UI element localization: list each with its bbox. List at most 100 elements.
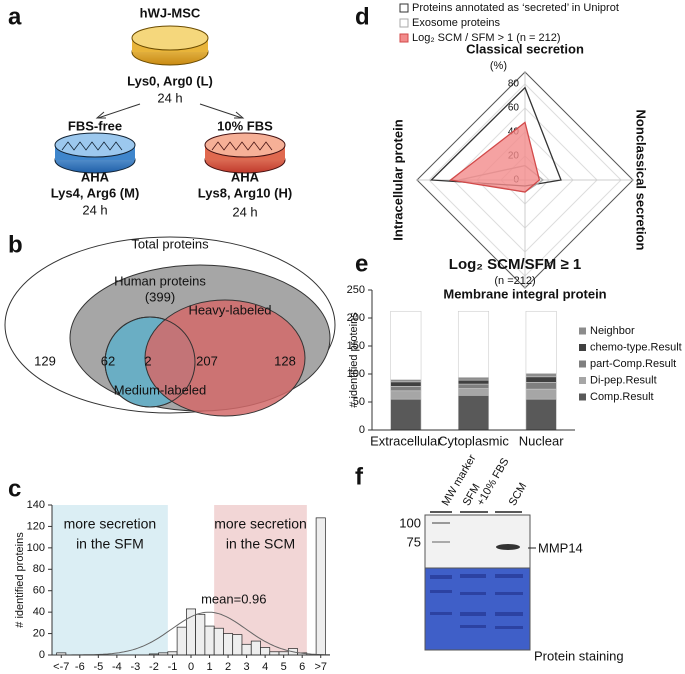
- x-tick-label: Extracellular: [370, 433, 442, 448]
- bar-segment: [457, 383, 490, 389]
- legend-label: Comp.Result: [590, 391, 654, 403]
- bar-segment: [390, 398, 422, 431]
- condition: FBS-free: [68, 118, 122, 133]
- legend-label: chemo-type.Result: [590, 341, 682, 353]
- legend-swatch: [579, 344, 586, 351]
- venn-label: Medium-labeled: [114, 382, 207, 397]
- x-tick-label: 5: [281, 661, 287, 673]
- x-tick-label: 3: [244, 661, 250, 673]
- venn-label: Total proteins: [131, 236, 209, 251]
- region-label: more secretion: [214, 516, 307, 532]
- treatment: AHA: [81, 169, 110, 184]
- y-tick-label: 200: [347, 312, 365, 324]
- fit-label: mean=0.96: [201, 592, 266, 607]
- axis-label: Classical secretion: [466, 41, 584, 56]
- y-tick-label: 140: [27, 499, 45, 511]
- legend-label: Neighbor: [590, 325, 635, 337]
- bar: [232, 634, 243, 656]
- venn-count: 2: [144, 353, 151, 368]
- bar: [241, 643, 252, 656]
- bar: [176, 626, 187, 656]
- mw-marker: 100: [399, 515, 421, 530]
- dish: [131, 25, 209, 66]
- time: 24 h: [157, 90, 182, 105]
- legend-swatch: [399, 33, 409, 43]
- bar-segment: [525, 388, 557, 400]
- time: 24 h: [232, 204, 257, 219]
- label: Lys8, Arg10 (H): [198, 185, 292, 200]
- panel-label: d: [355, 3, 370, 30]
- panel-label: c: [8, 475, 21, 502]
- legend-label: Di-pep.Result: [590, 374, 657, 386]
- bar-segment: [525, 376, 557, 383]
- shaded-region: [52, 505, 168, 655]
- venn-heavy: [144, 299, 306, 417]
- x-tick-label: >7: [314, 661, 327, 673]
- gel-caption: Protein staining: [534, 648, 624, 663]
- x-tick-label: Cytoplasmic: [438, 433, 509, 448]
- x-tick-label: <-7: [53, 661, 69, 673]
- axis-label: Membrane integral protein: [443, 286, 606, 301]
- arrow: [95, 103, 245, 119]
- chart-subtitle: (n =212): [494, 275, 535, 287]
- bar-segment: [390, 310, 422, 380]
- bar-segment: [457, 379, 490, 385]
- venn-medium-outline: [104, 316, 196, 408]
- legend-label: Exosome proteins: [412, 17, 501, 29]
- y-tick-label: 60: [33, 585, 45, 597]
- y-tick-label: 80: [33, 563, 45, 575]
- r-tick-label: 80: [508, 79, 520, 90]
- treatment: AHA: [231, 169, 260, 184]
- y-tick-label: 0: [39, 649, 45, 661]
- y-tick-label: 250: [347, 284, 365, 296]
- bar-segment: [525, 382, 557, 390]
- bar-segment: [525, 398, 557, 431]
- legend-label: Proteins annotated as ‘secreted’ in Unip…: [412, 2, 619, 14]
- bar: [223, 633, 234, 656]
- venn-label: Human proteins: [114, 273, 206, 288]
- bar-segment: [525, 310, 557, 374]
- legend-swatch: [399, 3, 409, 13]
- venn-count: (399): [145, 289, 175, 304]
- bar: [195, 613, 206, 656]
- legend-swatch: [399, 18, 409, 28]
- bar: [315, 517, 326, 656]
- legend-label: Log₂ SCM / SFM > 1 (n = 212): [412, 32, 561, 44]
- region-label: in the SFM: [76, 536, 144, 552]
- x-tick-label: -4: [112, 661, 122, 673]
- axis-label: Intracellular protein: [390, 119, 405, 240]
- bar-segment: [390, 386, 422, 392]
- legend-swatch: [579, 327, 586, 335]
- label: Lys0, Arg0 (L): [127, 73, 213, 88]
- venn-count: 62: [101, 353, 115, 368]
- r-tick-label: 60: [508, 103, 520, 114]
- venn-label: Heavy-labeled: [188, 302, 271, 317]
- x-tick-label: -5: [93, 661, 103, 673]
- y-tick-label: 50: [353, 396, 365, 408]
- y-tick-label: 0: [359, 424, 365, 436]
- time: 24 h: [82, 202, 107, 217]
- y-tick-label: 100: [27, 542, 45, 554]
- legend-swatch: [579, 393, 586, 401]
- y-tick-label: 150: [347, 340, 365, 352]
- mw-marker: 75: [407, 534, 421, 549]
- axis-label: Nonclassical secretion: [634, 110, 649, 251]
- gel: [424, 511, 536, 651]
- legend-label: part-Comp.Result: [590, 358, 676, 370]
- region-label: more secretion: [64, 516, 157, 532]
- x-tick-label: 0: [188, 661, 194, 673]
- legend-swatch: [579, 360, 586, 368]
- label: Lys4, Arg6 (M): [51, 185, 140, 200]
- y-tick-label: 120: [27, 520, 45, 532]
- venn-count: 128: [274, 353, 296, 368]
- bar: [213, 627, 224, 656]
- y-tick-label: 100: [347, 368, 365, 380]
- bar: [250, 640, 261, 656]
- lane-label: +10% FBS: [475, 456, 512, 508]
- chart-title: Log₂ SCM/SFM ≥ 1: [449, 256, 581, 273]
- x-tick-label: -6: [75, 661, 85, 673]
- x-tick-label: -1: [168, 661, 178, 673]
- bar-segment: [457, 377, 490, 381]
- bar-segment: [390, 381, 422, 387]
